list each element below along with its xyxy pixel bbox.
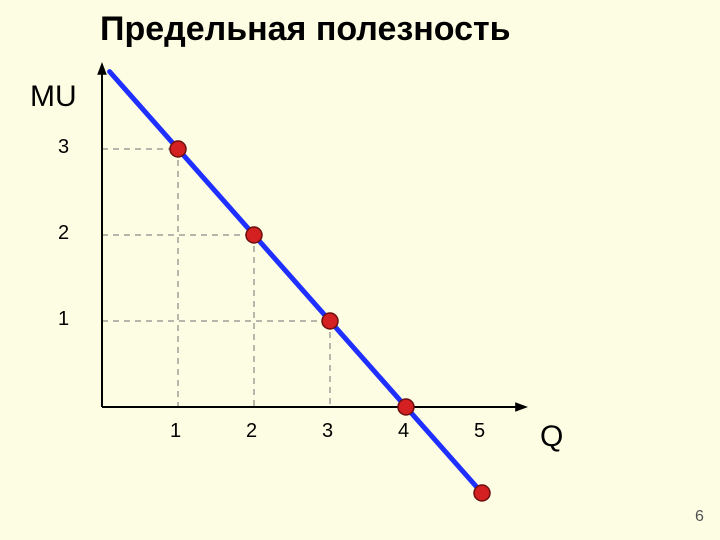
y-tick-3: 3 xyxy=(58,136,69,159)
y-tick-2: 2 xyxy=(58,222,69,245)
mu-chart xyxy=(0,0,720,540)
x-tick-3: 3 xyxy=(322,420,333,443)
x-tick-5: 5 xyxy=(474,420,485,443)
x-tick-1: 1 xyxy=(170,420,181,443)
y-tick-1: 1 xyxy=(58,308,69,331)
y-axis-label: MU xyxy=(30,80,77,114)
page-number: 6 xyxy=(695,508,704,526)
x-axis-label: Q xyxy=(540,420,563,454)
x-tick-4: 4 xyxy=(398,420,409,443)
x-tick-2: 2 xyxy=(246,420,257,443)
